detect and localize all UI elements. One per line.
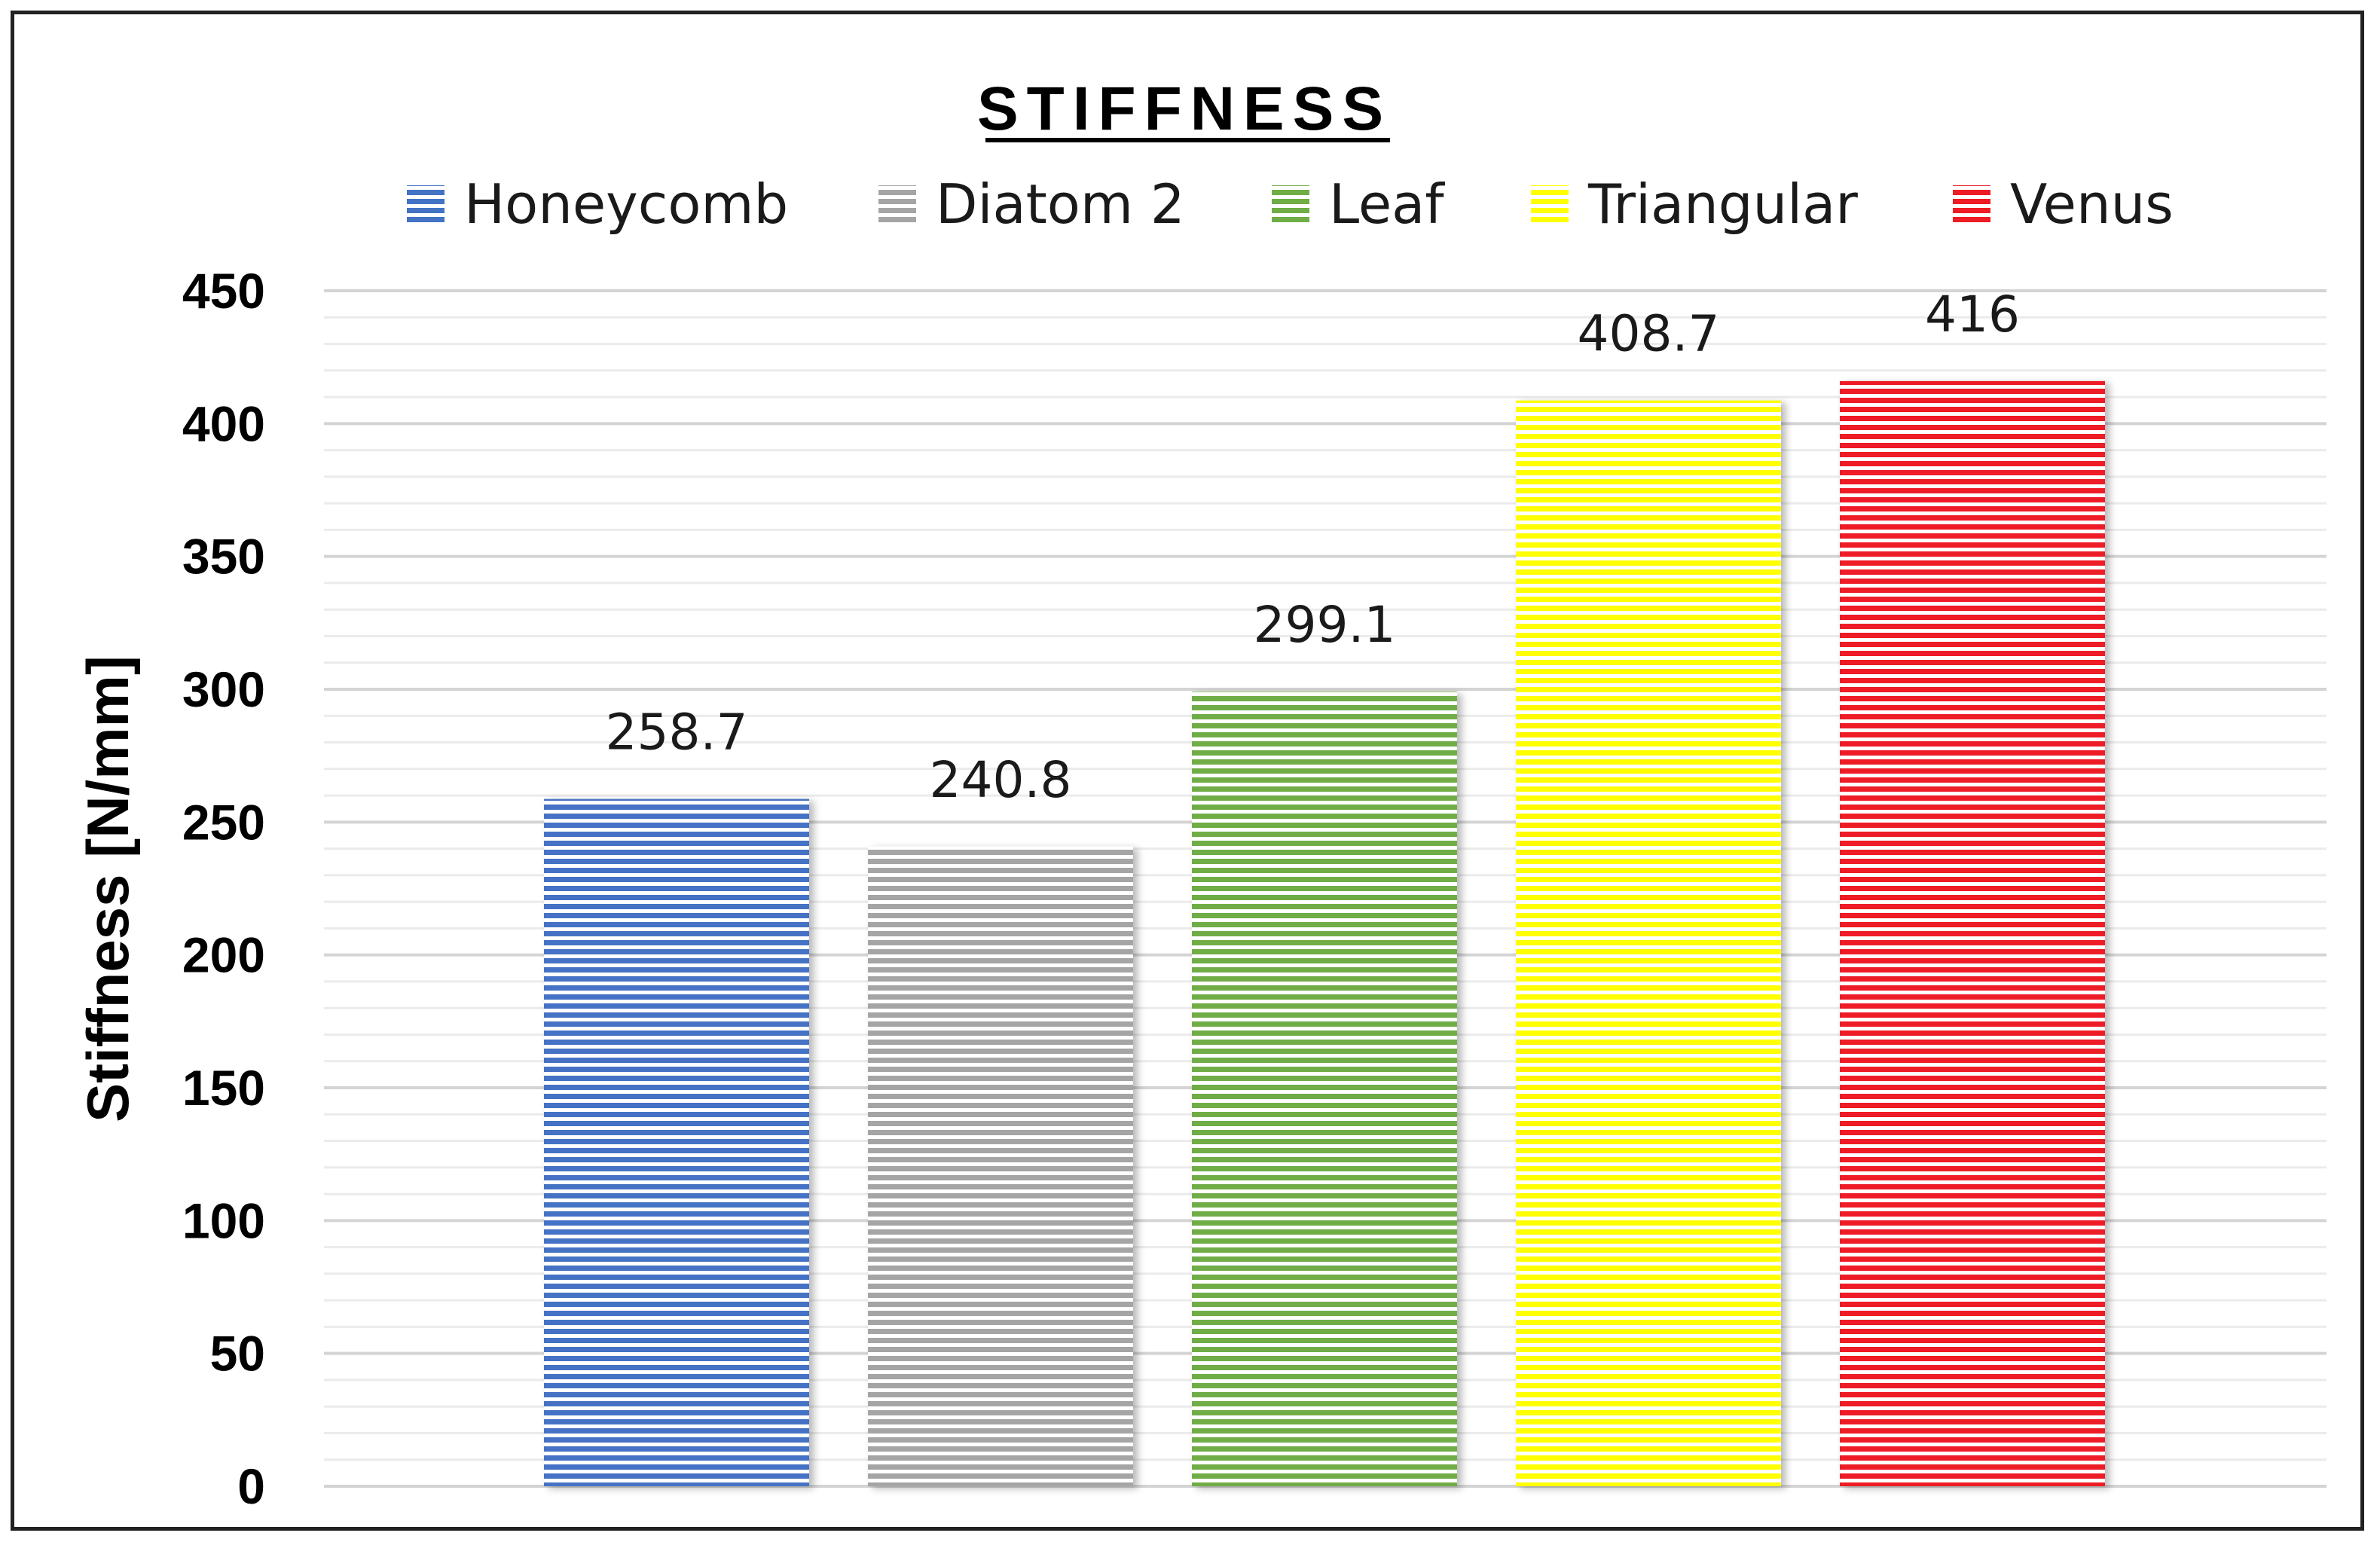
bars bbox=[544, 380, 2105, 1486]
y-tick-label: 0 bbox=[237, 1458, 265, 1514]
y-tick-label: 450 bbox=[182, 263, 265, 319]
y-tick-label: 100 bbox=[182, 1192, 265, 1248]
chart-title: STIFFNESS bbox=[977, 75, 1392, 143]
y-tick-label: 50 bbox=[210, 1326, 265, 1382]
legend: Honeycomb Diatom 2 Leaf Triangular Venus bbox=[407, 173, 2174, 236]
data-label: 408.7 bbox=[1578, 305, 1720, 363]
legend-swatch bbox=[1272, 185, 1309, 223]
y-tick-label: 250 bbox=[182, 794, 265, 850]
legend-label: Diatom 2 bbox=[936, 173, 1185, 236]
data-label: 240.8 bbox=[930, 751, 1072, 809]
legend-swatch bbox=[1953, 185, 1990, 223]
legend-swatch bbox=[407, 185, 445, 223]
legend-swatch bbox=[878, 185, 916, 223]
legend-label: Triangular bbox=[1587, 173, 1858, 236]
data-labels: 258.7 240.8 299.1 408.7 416 bbox=[606, 285, 2020, 809]
y-axis-title: Stiffness [N/mm] bbox=[75, 655, 141, 1122]
bar-leaf bbox=[1192, 692, 1457, 1486]
y-tick-label: 150 bbox=[182, 1060, 265, 1116]
bar-diatom-2 bbox=[868, 846, 1133, 1486]
y-tick-label: 350 bbox=[182, 529, 265, 585]
y-tick-label: 300 bbox=[182, 661, 265, 717]
data-label: 258.7 bbox=[606, 704, 748, 762]
bar-triangular bbox=[1516, 400, 1781, 1486]
legend-label: Honeycomb bbox=[464, 173, 788, 236]
y-axis: 0 50 100 150 200 250 300 350 400 450 bbox=[182, 263, 265, 1514]
legend-label: Leaf bbox=[1329, 173, 1445, 236]
bar-venus bbox=[1840, 380, 2105, 1486]
legend-label: Venus bbox=[2010, 173, 2174, 236]
y-tick-label: 200 bbox=[182, 927, 265, 983]
bar-honeycomb bbox=[544, 798, 809, 1486]
data-label: 416 bbox=[1925, 285, 2020, 344]
legend-swatch bbox=[1531, 185, 1569, 223]
y-tick-label: 400 bbox=[182, 395, 265, 451]
data-label: 299.1 bbox=[1254, 596, 1396, 654]
